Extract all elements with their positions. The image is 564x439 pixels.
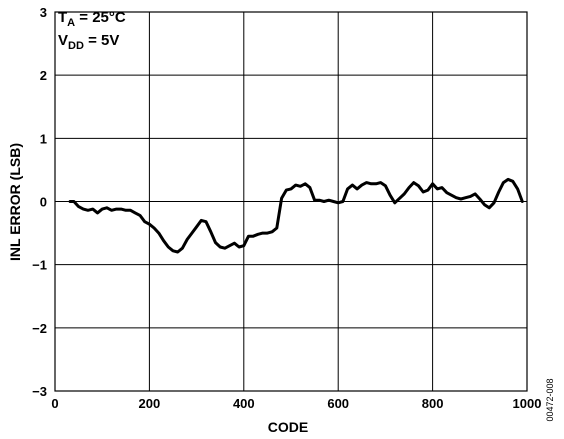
- x-tick-label: 0: [51, 396, 58, 411]
- x-tick-label: 800: [422, 396, 444, 411]
- y-tick-label: −1: [32, 258, 47, 273]
- y-tick-label: 3: [40, 5, 47, 20]
- x-tick-labels: 0 200 400 600 800 1000: [51, 396, 541, 411]
- supply-voltage-label: VDD = 5V: [58, 32, 119, 52]
- x-tick-label: 400: [233, 396, 255, 411]
- figure-id: 00472-008: [545, 378, 555, 421]
- y-tick-label: 0: [40, 195, 47, 210]
- y-tick-label: 1: [40, 131, 47, 146]
- y-axis-label: INL ERROR (LSB): [7, 143, 23, 261]
- y-tick-label: −2: [32, 321, 47, 336]
- grid-lines: [55, 12, 527, 391]
- inl-series-line: [68, 177, 524, 254]
- y-tick-labels: 3 2 1 0 −1 −2 −3: [32, 5, 47, 399]
- conditions-annotation: TA = 25°C VDD = 5V: [58, 9, 126, 52]
- x-tick-label: 200: [139, 396, 161, 411]
- y-tick-label: −3: [32, 384, 47, 399]
- y-tick-label: 2: [40, 68, 47, 83]
- plot-frame: [54, 11, 528, 392]
- x-axis-label: CODE: [268, 419, 308, 435]
- x-tick-label: 600: [327, 396, 349, 411]
- x-tick-label: 1000: [513, 396, 542, 411]
- temperature-label: TA = 25°C: [58, 9, 126, 29]
